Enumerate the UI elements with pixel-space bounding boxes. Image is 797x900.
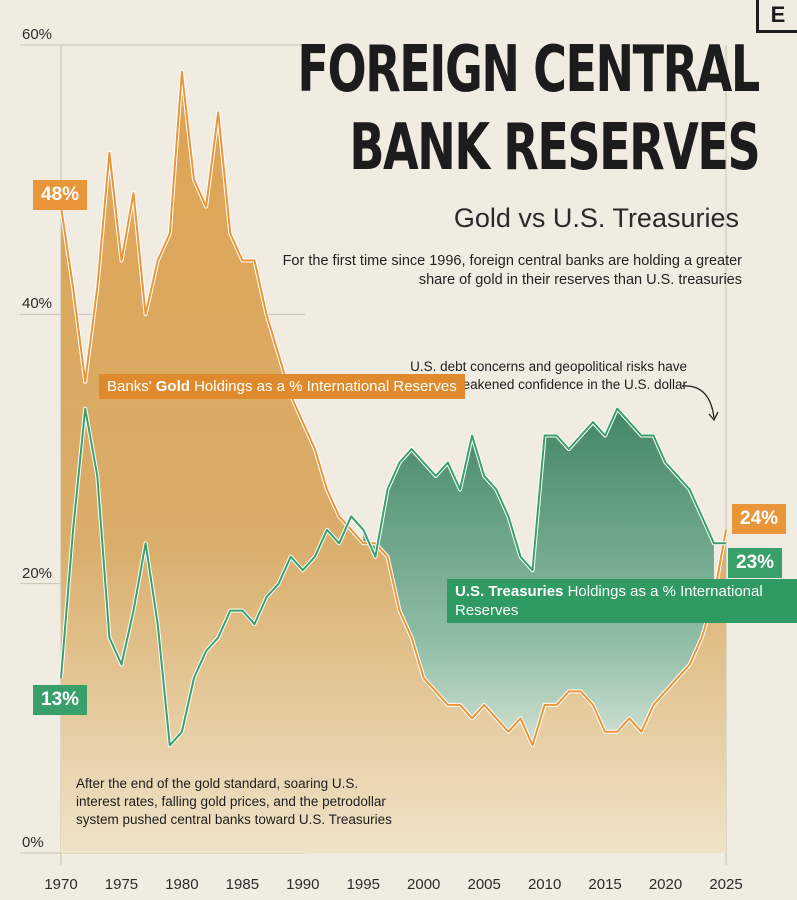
gold-area: [61, 71, 726, 853]
x-tick-label: 2000: [407, 876, 441, 893]
annotation-debt-concerns: U.S. debt concerns and geopolitical risk…: [410, 359, 687, 392]
x-tick-label: 2020: [648, 876, 683, 893]
annotation-gold-standard: After the end of the gold standard, soar…: [76, 776, 392, 827]
treasury-series-label: U.S. Treasuries Holdings as a % Internat…: [447, 579, 797, 623]
gold-label-suffix: Holdings as a % International Reserves: [189, 378, 457, 395]
gold-start-value-badge: 48%: [33, 180, 88, 210]
x-tick-label: 1980: [165, 876, 199, 893]
treasury-line: [60, 407, 726, 747]
y-tick-label: 0%: [22, 834, 44, 851]
y-tick-label: 60%: [22, 26, 53, 43]
gold-label-prefix: Banks': [107, 378, 156, 395]
brand-logo: E: [756, 0, 797, 33]
x-tick-label: 2015: [588, 876, 622, 893]
x-tick-label: 2010: [527, 876, 562, 893]
gold-line: [60, 70, 727, 747]
x-tick-label: 1970: [44, 876, 78, 893]
gold-label-bold: Gold: [155, 378, 190, 395]
x-tick-label: 2005: [467, 876, 501, 893]
y-tick-label: 20%: [22, 564, 53, 582]
title-line-1: FOREIGN CENTRAL: [297, 33, 761, 107]
tsy-label-bold: U.S. Treasuries: [455, 583, 564, 600]
intro-text: For the first time since 1996, foreign c…: [282, 253, 742, 288]
series-lines: [59, 69, 728, 748]
treasury-area: [363, 408, 714, 746]
x-tick-label: 1975: [104, 876, 139, 893]
gold-series-label: Banks' Gold Holdings as a % Internationa…: [99, 374, 465, 399]
tsy-label-suffix: Holdings as a % International Reserves: [455, 583, 763, 619]
area-fills: [61, 71, 726, 853]
title-line-2: BANK RESERVES: [349, 111, 760, 185]
treasury-end-value-badge: 23%: [728, 548, 783, 578]
x-tick-label: 1985: [225, 876, 260, 893]
gold-end-value-badge: 24%: [732, 504, 787, 534]
treasury-start-value-badge: 13%: [33, 685, 88, 715]
y-tick-label: 40%: [22, 295, 53, 313]
x-tick-label: 1995: [346, 876, 380, 893]
annotation-arrow: [681, 385, 719, 422]
x-tick-label: 2025: [709, 876, 743, 893]
subtitle: Gold vs U.S. Treasuries: [453, 203, 739, 233]
x-tick-label: 1990: [286, 876, 320, 893]
